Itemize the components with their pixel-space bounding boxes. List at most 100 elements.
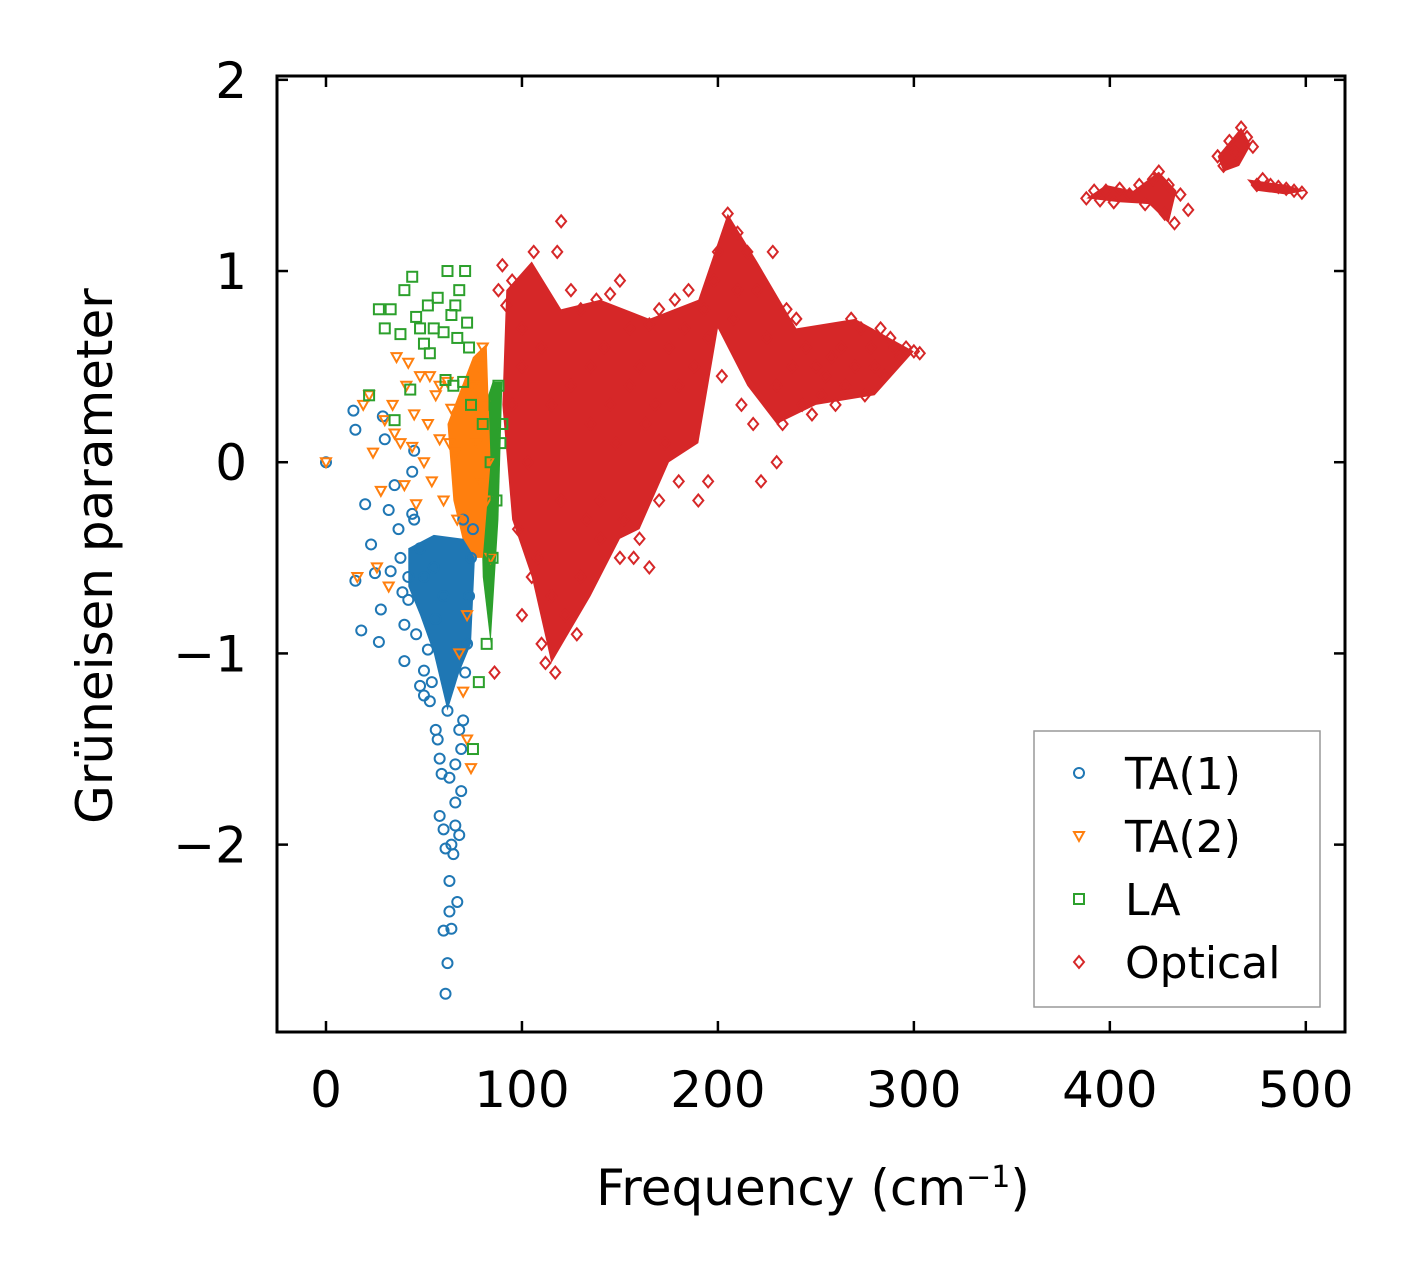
point-optical xyxy=(672,378,686,394)
point-optical xyxy=(1272,179,1285,195)
y-tick-label: 0 xyxy=(215,434,247,492)
x-tick-label: 0 xyxy=(310,1061,342,1119)
point-optical xyxy=(786,359,799,375)
point-optical xyxy=(496,257,509,273)
point-optical xyxy=(805,406,819,422)
point-optical xyxy=(488,664,501,681)
point-ta1 xyxy=(466,523,479,536)
point-optical xyxy=(545,397,558,413)
point-la xyxy=(406,270,419,283)
point-la xyxy=(465,398,478,411)
point-optical xyxy=(1162,177,1175,193)
point-ta2 xyxy=(448,447,463,460)
x-tick-label: 100 xyxy=(474,1061,569,1119)
point-optical xyxy=(815,387,829,403)
point-la xyxy=(410,310,423,323)
point-optical xyxy=(1146,171,1160,187)
point-optical xyxy=(574,569,588,585)
point-optical xyxy=(505,273,519,289)
point-la xyxy=(441,265,454,278)
point-optical xyxy=(1138,196,1152,212)
point-optical xyxy=(554,213,568,229)
dense-region-optical-2 xyxy=(1217,127,1251,172)
point-optical xyxy=(1264,177,1277,193)
point-optical xyxy=(617,512,631,528)
point-ta2 xyxy=(474,476,488,489)
point-ta2 xyxy=(370,562,384,575)
point-la xyxy=(451,331,464,344)
point-optical xyxy=(884,330,897,346)
point-optical xyxy=(584,359,597,375)
point-optical xyxy=(527,244,541,260)
point-optical xyxy=(746,416,760,432)
point-la xyxy=(372,303,385,316)
point-ta1 xyxy=(429,613,442,626)
point-optical xyxy=(1228,144,1242,161)
point-la xyxy=(384,303,397,316)
point-optical xyxy=(835,339,848,356)
point-ta1 xyxy=(384,565,397,578)
point-optical xyxy=(564,378,578,394)
point-optical xyxy=(1080,190,1093,206)
point-la xyxy=(449,299,462,312)
point-optical xyxy=(633,359,646,375)
point-ta1 xyxy=(359,498,372,511)
legend-label-ta1: TA(1) xyxy=(1124,749,1241,800)
point-ta1 xyxy=(417,570,430,583)
point-optical xyxy=(623,378,637,394)
point-la xyxy=(388,414,401,427)
point-optical xyxy=(1152,164,1166,180)
point-ta2 xyxy=(425,476,439,489)
point-ta1 xyxy=(449,758,462,771)
point-optical xyxy=(750,282,764,298)
point-ta1 xyxy=(414,679,427,692)
point-ta1 xyxy=(449,796,462,809)
legend-marker-ta1 xyxy=(1073,767,1085,779)
point-la xyxy=(480,637,493,650)
point-ta1 xyxy=(455,785,468,798)
legend-label-ta2: TA(2) xyxy=(1124,812,1241,863)
x-tick-label: 200 xyxy=(670,1061,765,1119)
point-optical xyxy=(913,345,927,361)
point-ta2 xyxy=(472,361,486,374)
point-ta1 xyxy=(429,723,442,736)
point-optical xyxy=(799,339,813,356)
point-optical xyxy=(515,607,529,623)
point-ta2 xyxy=(450,514,464,527)
point-la xyxy=(459,265,472,278)
legend-marker-la xyxy=(1073,893,1085,905)
point-ta1 xyxy=(355,624,368,637)
point-optical xyxy=(874,320,887,336)
point-ta2 xyxy=(421,418,435,432)
y-tick-label: −1 xyxy=(173,625,247,683)
point-ta2 xyxy=(413,371,427,384)
point-optical xyxy=(1087,183,1101,199)
point-ta1 xyxy=(445,922,458,935)
point-optical xyxy=(545,588,558,604)
point-optical xyxy=(780,301,793,317)
point-optical xyxy=(819,368,832,384)
point-optical xyxy=(548,664,562,681)
point-ta1 xyxy=(398,618,411,631)
point-optical xyxy=(1287,183,1301,199)
point-optical xyxy=(1123,186,1136,203)
point-ta2 xyxy=(409,499,423,512)
point-optical xyxy=(1234,120,1248,136)
point-optical xyxy=(613,550,627,566)
y-tick-label: 2 xyxy=(215,52,247,110)
point-optical xyxy=(1211,148,1224,164)
point-ta1 xyxy=(396,586,409,599)
point-ta1 xyxy=(349,423,362,436)
point-optical xyxy=(639,416,652,432)
point-optical xyxy=(809,359,823,375)
point-ta1 xyxy=(394,551,407,564)
point-optical xyxy=(554,492,568,509)
point-ta2 xyxy=(436,495,451,508)
point-la xyxy=(378,322,391,335)
point-ta1 xyxy=(441,957,454,970)
point-ta2 xyxy=(385,399,400,412)
point-optical xyxy=(623,320,637,336)
point-optical xyxy=(492,282,505,298)
point-optical xyxy=(511,521,525,537)
point-ta1 xyxy=(427,561,440,574)
